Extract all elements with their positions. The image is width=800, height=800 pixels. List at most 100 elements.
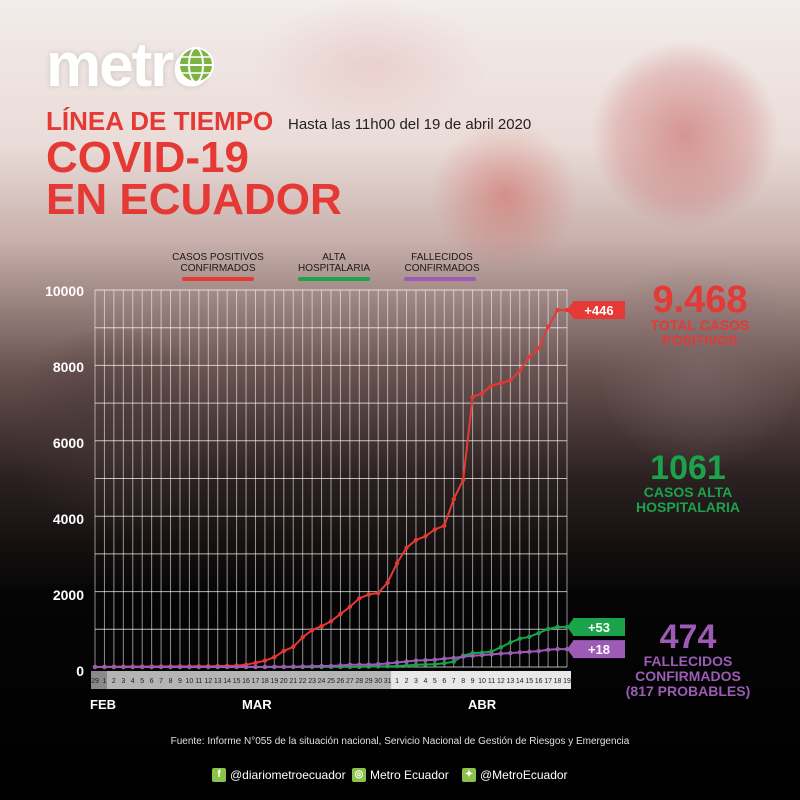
cases-data-point: [385, 580, 390, 585]
deaths-data-point: [187, 664, 192, 670]
deaths-data-point: [253, 664, 258, 670]
x-tick-label: 23: [308, 678, 316, 685]
twitter-handle[interactable]: @MetroEcuador: [480, 768, 568, 782]
y-tick-label: 4000: [52, 511, 84, 527]
x-tick-label: 14: [516, 678, 524, 685]
cases-end-tag-pointer: [567, 302, 573, 319]
legend-deaths-label: FALLECIDOS CONFIRMADOS: [404, 252, 480, 274]
cases-data-point: [376, 590, 381, 596]
recovered-data-point: [432, 662, 438, 667]
cases-data-point: [394, 560, 400, 566]
y-tick-label: 8000: [52, 359, 84, 375]
month-label: ABR: [468, 697, 497, 712]
x-tick-label: 19: [270, 678, 278, 685]
legend-deaths-swatch: [404, 277, 476, 281]
facebook-icon[interactable]: f: [212, 768, 226, 782]
x-tick-label: 13: [214, 678, 222, 685]
x-tick-label: 22: [299, 678, 307, 685]
recovered-data-point: [442, 661, 447, 666]
legend-recovered-label: ALTA HOSPITALARIA: [297, 252, 371, 274]
cases-data-point: [253, 660, 258, 666]
x-tick-label: 1: [395, 678, 399, 685]
recovered-label: CASOS ALTA: [643, 484, 733, 500]
deaths-data-point: [168, 664, 173, 670]
deaths-end-tag: [573, 640, 625, 659]
deaths-data-point: [404, 659, 409, 664]
recovered-data-point: [555, 624, 560, 630]
virus-illustration: [430, 120, 580, 270]
cases-data-point: [272, 654, 277, 660]
cases-data-point: [423, 534, 428, 539]
instagram-icon[interactable]: ◎: [352, 768, 366, 782]
instagram-handle[interactable]: Metro Ecuador: [370, 768, 449, 782]
deaths-data-point: [243, 664, 249, 670]
cases-data-point: [366, 592, 371, 597]
x-tick-label: 24: [318, 678, 326, 685]
cases-data-point: [451, 497, 456, 502]
deaths-data-point: [272, 664, 277, 670]
globe-icon: [178, 47, 214, 83]
x-tick-label: 15: [233, 678, 241, 685]
deaths-data-point: [347, 662, 353, 668]
x-tick-label: 12: [204, 678, 212, 685]
x-tick-label: 2: [405, 678, 409, 685]
x-tick-label: 14: [223, 678, 231, 685]
deaths-label: (817 PROBABLES): [625, 683, 751, 699]
deaths-data-point: [508, 650, 513, 656]
deaths-data-point: [470, 653, 475, 659]
x-tick-label: 5: [140, 678, 144, 685]
cases-data-point: [460, 477, 466, 483]
deaths-data-point: [158, 664, 164, 670]
y-tick-label: 2000: [52, 587, 84, 603]
cases-data-point: [300, 635, 305, 640]
x-tick-label: 8: [169, 678, 173, 685]
cases-label: TOTAL CASOS: [650, 317, 750, 333]
deaths-label: FALLECIDOS: [643, 653, 733, 669]
cases-data-point: [432, 527, 438, 532]
deaths-data-point: [385, 661, 390, 666]
deaths-data-point: [196, 664, 202, 670]
deaths-data-point: [338, 663, 343, 668]
deaths-data-point: [432, 657, 438, 662]
deaths-data-point: [291, 664, 296, 669]
deaths-data-point: [413, 658, 419, 663]
recovered-data-point: [536, 630, 541, 636]
cases-data-point: [357, 596, 362, 601]
virus-illustration: [250, 0, 490, 130]
recovered-end-tag: [573, 618, 625, 637]
x-tick-label: 7: [159, 678, 163, 685]
deaths-data-point: [366, 662, 371, 667]
deaths-data-point: [309, 664, 315, 669]
cases-end-tag-label: +446: [584, 303, 613, 318]
deaths-total: 474: [659, 618, 717, 656]
deaths-data-point: [130, 664, 135, 670]
cases-data-point: [281, 648, 286, 654]
recovered-label: HOSPITALARIA: [636, 499, 740, 515]
cases-data-point: [262, 658, 268, 663]
title-line-1: LÍNEA DE TIEMPO: [46, 106, 274, 136]
legend-cases-label: CASOS POSITIVOS CONFIRMADOS: [172, 252, 264, 274]
x-tick-label: 5: [433, 678, 437, 685]
cases-data-point: [489, 383, 494, 388]
title-line-3: EN ECUADOR: [46, 175, 342, 224]
x-tick-label: 10: [478, 678, 486, 685]
twitter-icon[interactable]: ✦: [462, 768, 476, 782]
virus-illustration: [590, 40, 780, 230]
cases-data-point: [413, 537, 419, 543]
cases-data-point: [536, 346, 541, 351]
deaths-data-point: [262, 664, 268, 670]
virus-illustration: [600, 250, 800, 480]
cases-data-point: [508, 378, 513, 383]
cases-data-point: [555, 307, 560, 313]
x-tick-label: 26: [337, 678, 345, 685]
facebook-handle[interactable]: @diariometroecuador: [230, 768, 346, 782]
deaths-data-point: [489, 652, 494, 657]
deaths-data-point: [460, 654, 466, 659]
deaths-data-point: [215, 664, 220, 670]
recovered-total: 1061: [650, 449, 726, 487]
x-tick-label: 12: [497, 678, 505, 685]
cases-data-point: [517, 368, 522, 373]
deaths-data-point: [527, 649, 532, 655]
